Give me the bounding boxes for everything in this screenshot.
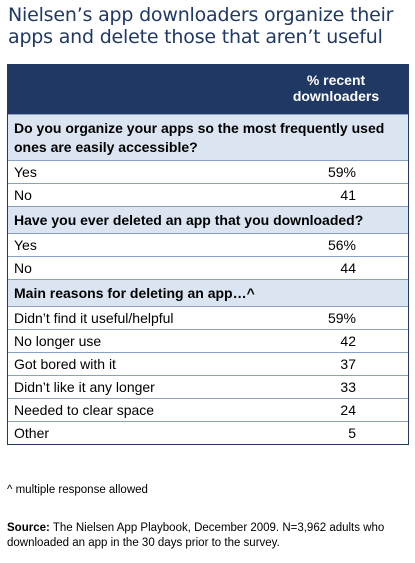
source-text: The Nielsen App Playbook, December 2009.…: [7, 522, 385, 549]
row-value: 59%: [327, 164, 356, 180]
row-label: Yes: [14, 164, 37, 180]
table-row: No 44: [8, 257, 408, 280]
row-label: Yes: [14, 237, 37, 253]
row-value: 37: [340, 356, 356, 372]
row-label: No: [14, 260, 32, 276]
row-value: 33: [340, 379, 356, 395]
row-label: Didn’t like it any longer: [14, 379, 155, 395]
row-value: 24: [340, 402, 356, 418]
section-question: Have you ever deleted an app that you do…: [8, 207, 408, 234]
table-row: Other 5: [8, 422, 408, 444]
row-value: 41: [340, 187, 356, 203]
source-note: Source: The Nielsen App Playbook, Decemb…: [7, 521, 412, 551]
section-question: Main reasons for deleting an app…^: [8, 280, 408, 307]
data-table: % recent downloaders Do you organize you…: [7, 64, 409, 445]
chart-title: Nielsen’s app downloaders organize their…: [8, 4, 394, 48]
section-question: Do you organize your apps so the most fr…: [8, 115, 408, 161]
footnote: ^ multiple response allowed: [7, 484, 148, 496]
table-row: Needed to clear space 24: [8, 399, 408, 422]
source-label: Source:: [7, 522, 50, 534]
table-header: % recent downloaders: [8, 65, 408, 115]
table-row: Got bored with it 37: [8, 353, 408, 376]
table-row: No longer use 42: [8, 330, 408, 353]
table-row: Didn’t find it useful/helpful 59%: [8, 307, 408, 330]
table-row: Yes 59%: [8, 161, 408, 184]
row-value: 59%: [327, 310, 356, 326]
row-value: 42: [340, 333, 356, 349]
row-label: Needed to clear space: [14, 402, 155, 418]
row-value: 56%: [327, 237, 356, 253]
row-label: Got bored with it: [14, 356, 116, 372]
table-row: No 41: [8, 184, 408, 207]
row-label: No longer use: [14, 333, 102, 349]
row-label: Didn’t find it useful/helpful: [14, 310, 174, 326]
row-label: No: [14, 187, 32, 203]
row-label: Other: [14, 425, 50, 441]
row-value: 5: [348, 425, 356, 441]
table-row: Didn’t like it any longer 33: [8, 376, 408, 399]
column-header: % recent downloaders: [292, 72, 380, 104]
table-row: Yes 56%: [8, 234, 408, 257]
row-value: 44: [340, 260, 356, 276]
